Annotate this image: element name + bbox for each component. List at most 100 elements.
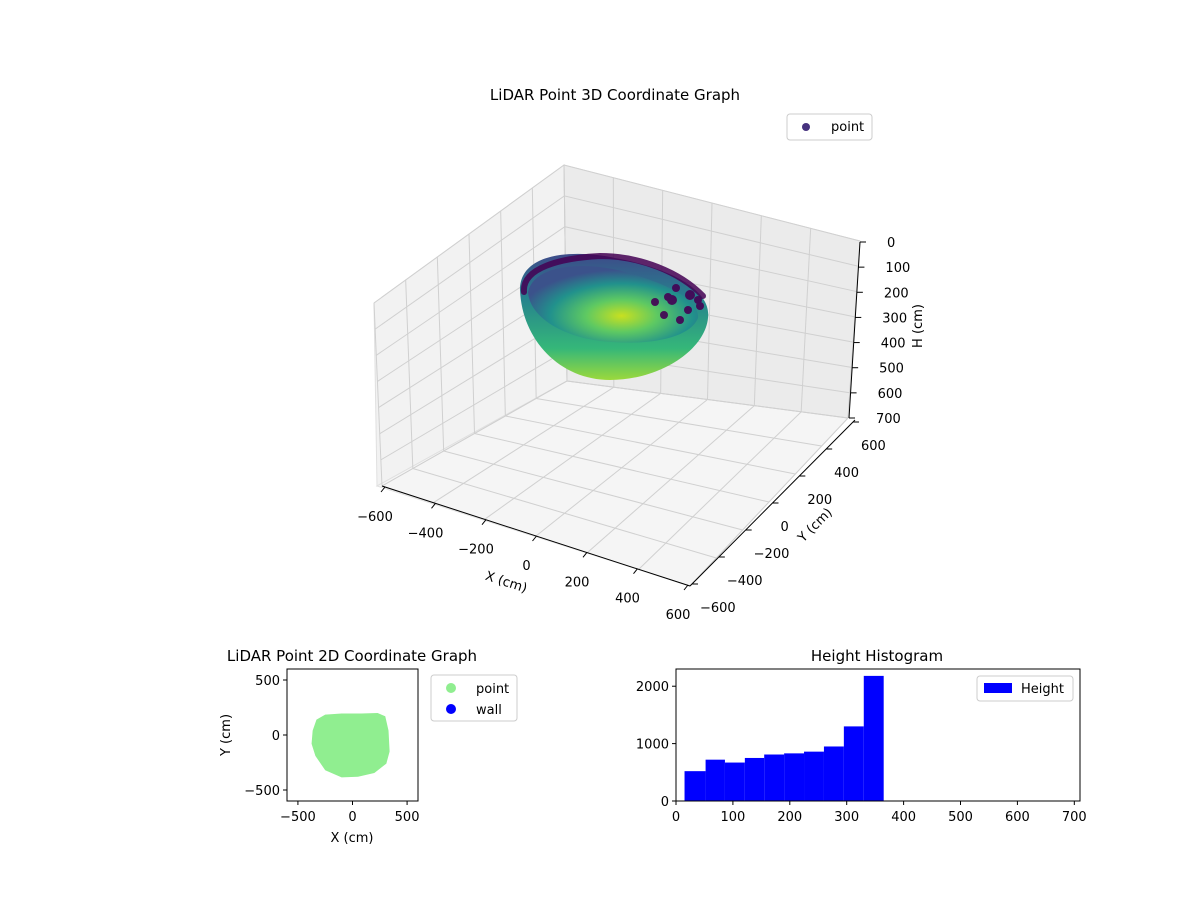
histogram-bar bbox=[705, 759, 725, 801]
legend-3d: point bbox=[786, 113, 873, 141]
z-tick-label: 500 bbox=[879, 362, 904, 377]
x-tick bbox=[431, 503, 436, 509]
legend-2d-marker-point bbox=[446, 683, 456, 693]
y-tick-label: −400 bbox=[727, 574, 763, 589]
x-tick bbox=[380, 486, 386, 493]
grid-line-z bbox=[376, 226, 857, 356]
histogram-bar bbox=[843, 726, 864, 801]
x-tick-label: 300 bbox=[834, 810, 859, 825]
z-tick-label: 300 bbox=[882, 311, 907, 326]
histogram-bar bbox=[863, 675, 884, 801]
x-tick-label: 500 bbox=[395, 810, 420, 825]
histogram-axes-frame bbox=[675, 668, 1081, 802]
x-tick-label: 200 bbox=[565, 575, 590, 590]
ticks-3d: 0100200300400500600700−600−400−200020040… bbox=[357, 236, 910, 623]
histogram-bar bbox=[784, 753, 805, 801]
x-tick-label: 400 bbox=[891, 810, 916, 825]
grid-line-z bbox=[374, 195, 859, 330]
grid-line-y-left bbox=[500, 210, 506, 417]
x-tick bbox=[532, 535, 537, 542]
legend-2d: point wall bbox=[430, 674, 518, 722]
histogram-bar bbox=[764, 754, 785, 801]
legend-histogram-swatch bbox=[984, 683, 1012, 693]
x-tick-label: 600 bbox=[1005, 810, 1030, 825]
histogram-bar bbox=[823, 746, 844, 801]
y-tick-label: 0 bbox=[781, 520, 789, 535]
x-tick bbox=[633, 568, 638, 574]
x-tick bbox=[683, 584, 689, 591]
x-tick bbox=[582, 552, 588, 558]
chart-3d-title: LiDAR Point 3D Coordinate Graph bbox=[490, 86, 740, 104]
grid-line-z bbox=[373, 164, 861, 304]
grid-line-x-floor bbox=[689, 417, 849, 587]
grid-line-x-back bbox=[753, 215, 762, 406]
chart-3d: LiDAR Point 3D Coordinate Graph 0 100 200 3… bbox=[357, 86, 926, 623]
point-cloud-wall-points bbox=[651, 284, 704, 324]
grid-line-x-back bbox=[707, 202, 713, 400]
grid-line-y-left bbox=[405, 279, 414, 469]
z-tick-label: 600 bbox=[878, 387, 903, 402]
histogram-bar bbox=[804, 751, 824, 801]
y-tick-label: −500 bbox=[244, 784, 280, 799]
y-tick-label: −200 bbox=[754, 547, 790, 562]
y-tick-label: 2000 bbox=[636, 680, 669, 695]
grid-line-y-left bbox=[468, 233, 475, 434]
x-tick-label: 0 bbox=[522, 559, 530, 574]
grid-line-y-left bbox=[436, 256, 445, 452]
y-tick-label: −600 bbox=[700, 601, 736, 616]
point-cloud-inner bbox=[528, 266, 699, 343]
y-tick-label: 0 bbox=[272, 729, 280, 744]
z-tick-label: 400 bbox=[881, 337, 906, 352]
y-axis-label: Y (cm) bbox=[795, 505, 836, 546]
point-footprint bbox=[311, 713, 390, 778]
x-tick-label: 0 bbox=[672, 810, 680, 825]
z-tick-label: 0 bbox=[887, 236, 895, 251]
y-tick-label: 200 bbox=[807, 493, 832, 508]
y-tick-label: 1000 bbox=[636, 738, 669, 753]
x-tick-label: 200 bbox=[777, 810, 802, 825]
x-tick-label: −600 bbox=[357, 510, 393, 525]
x-tick bbox=[481, 519, 487, 525]
grid-line-z bbox=[381, 380, 849, 487]
x-tick-label: 500 bbox=[948, 810, 973, 825]
legend-3d-box bbox=[786, 113, 873, 141]
chart-2d: LiDAR Point 2D Coordinate Graph −500 0 500… bbox=[219, 647, 518, 846]
x-tick-label: 600 bbox=[666, 608, 691, 623]
x-tick-label: 0 bbox=[348, 810, 356, 825]
legend-histogram: Height bbox=[976, 675, 1074, 702]
chart-histogram: Height Histogram 0 100 200 300 400 500 600 7000… bbox=[636, 647, 1087, 825]
point-cloud-rim bbox=[521, 252, 706, 299]
ticks-2d: −500 0 500 −500 0 500 bbox=[244, 674, 419, 825]
legend-histogram-label: Height bbox=[1021, 682, 1064, 697]
z-tick-label: 700 bbox=[876, 412, 901, 427]
grid-line-y-floor bbox=[536, 398, 822, 447]
x-tick-label: −200 bbox=[458, 543, 494, 558]
histogram-bar bbox=[684, 771, 706, 801]
y-tick-label: 400 bbox=[834, 466, 859, 481]
z-axis-label: H (cm) bbox=[911, 304, 926, 348]
x-tick-label: −400 bbox=[408, 526, 444, 541]
legend-3d-label-point: point bbox=[831, 120, 864, 135]
x-tick-label: 400 bbox=[615, 592, 640, 607]
histogram-title: Height Histogram bbox=[811, 647, 943, 665]
z-tick-label: 100 bbox=[885, 261, 910, 276]
x-tick-label: −500 bbox=[280, 810, 316, 825]
x-tick-label: 100 bbox=[720, 810, 745, 825]
grid-line-x-back bbox=[800, 228, 812, 412]
chart-2d-title: LiDAR Point 2D Coordinate Graph bbox=[227, 647, 477, 665]
chart-2d-x-label: X (cm) bbox=[331, 831, 374, 846]
chart-2d-y-label: Y (cm) bbox=[219, 714, 234, 757]
grid-line-y-left bbox=[373, 302, 383, 487]
histogram-bar bbox=[724, 762, 745, 801]
y-tick-label: 500 bbox=[255, 674, 280, 689]
legend-3d-marker-point bbox=[802, 123, 810, 131]
histogram-bars bbox=[684, 675, 884, 801]
legend-2d-marker-wall bbox=[446, 704, 456, 714]
point-cloud bbox=[520, 252, 709, 380]
ticks-histogram: 0 100 200 300 400 500 600 700 0 1000 2000 bbox=[636, 680, 1087, 825]
y-tick-label: 0 bbox=[661, 795, 669, 810]
legend-histogram-box bbox=[976, 675, 1074, 702]
y-tick-label: 600 bbox=[861, 439, 886, 454]
legend-2d-label-point: point bbox=[476, 682, 509, 697]
